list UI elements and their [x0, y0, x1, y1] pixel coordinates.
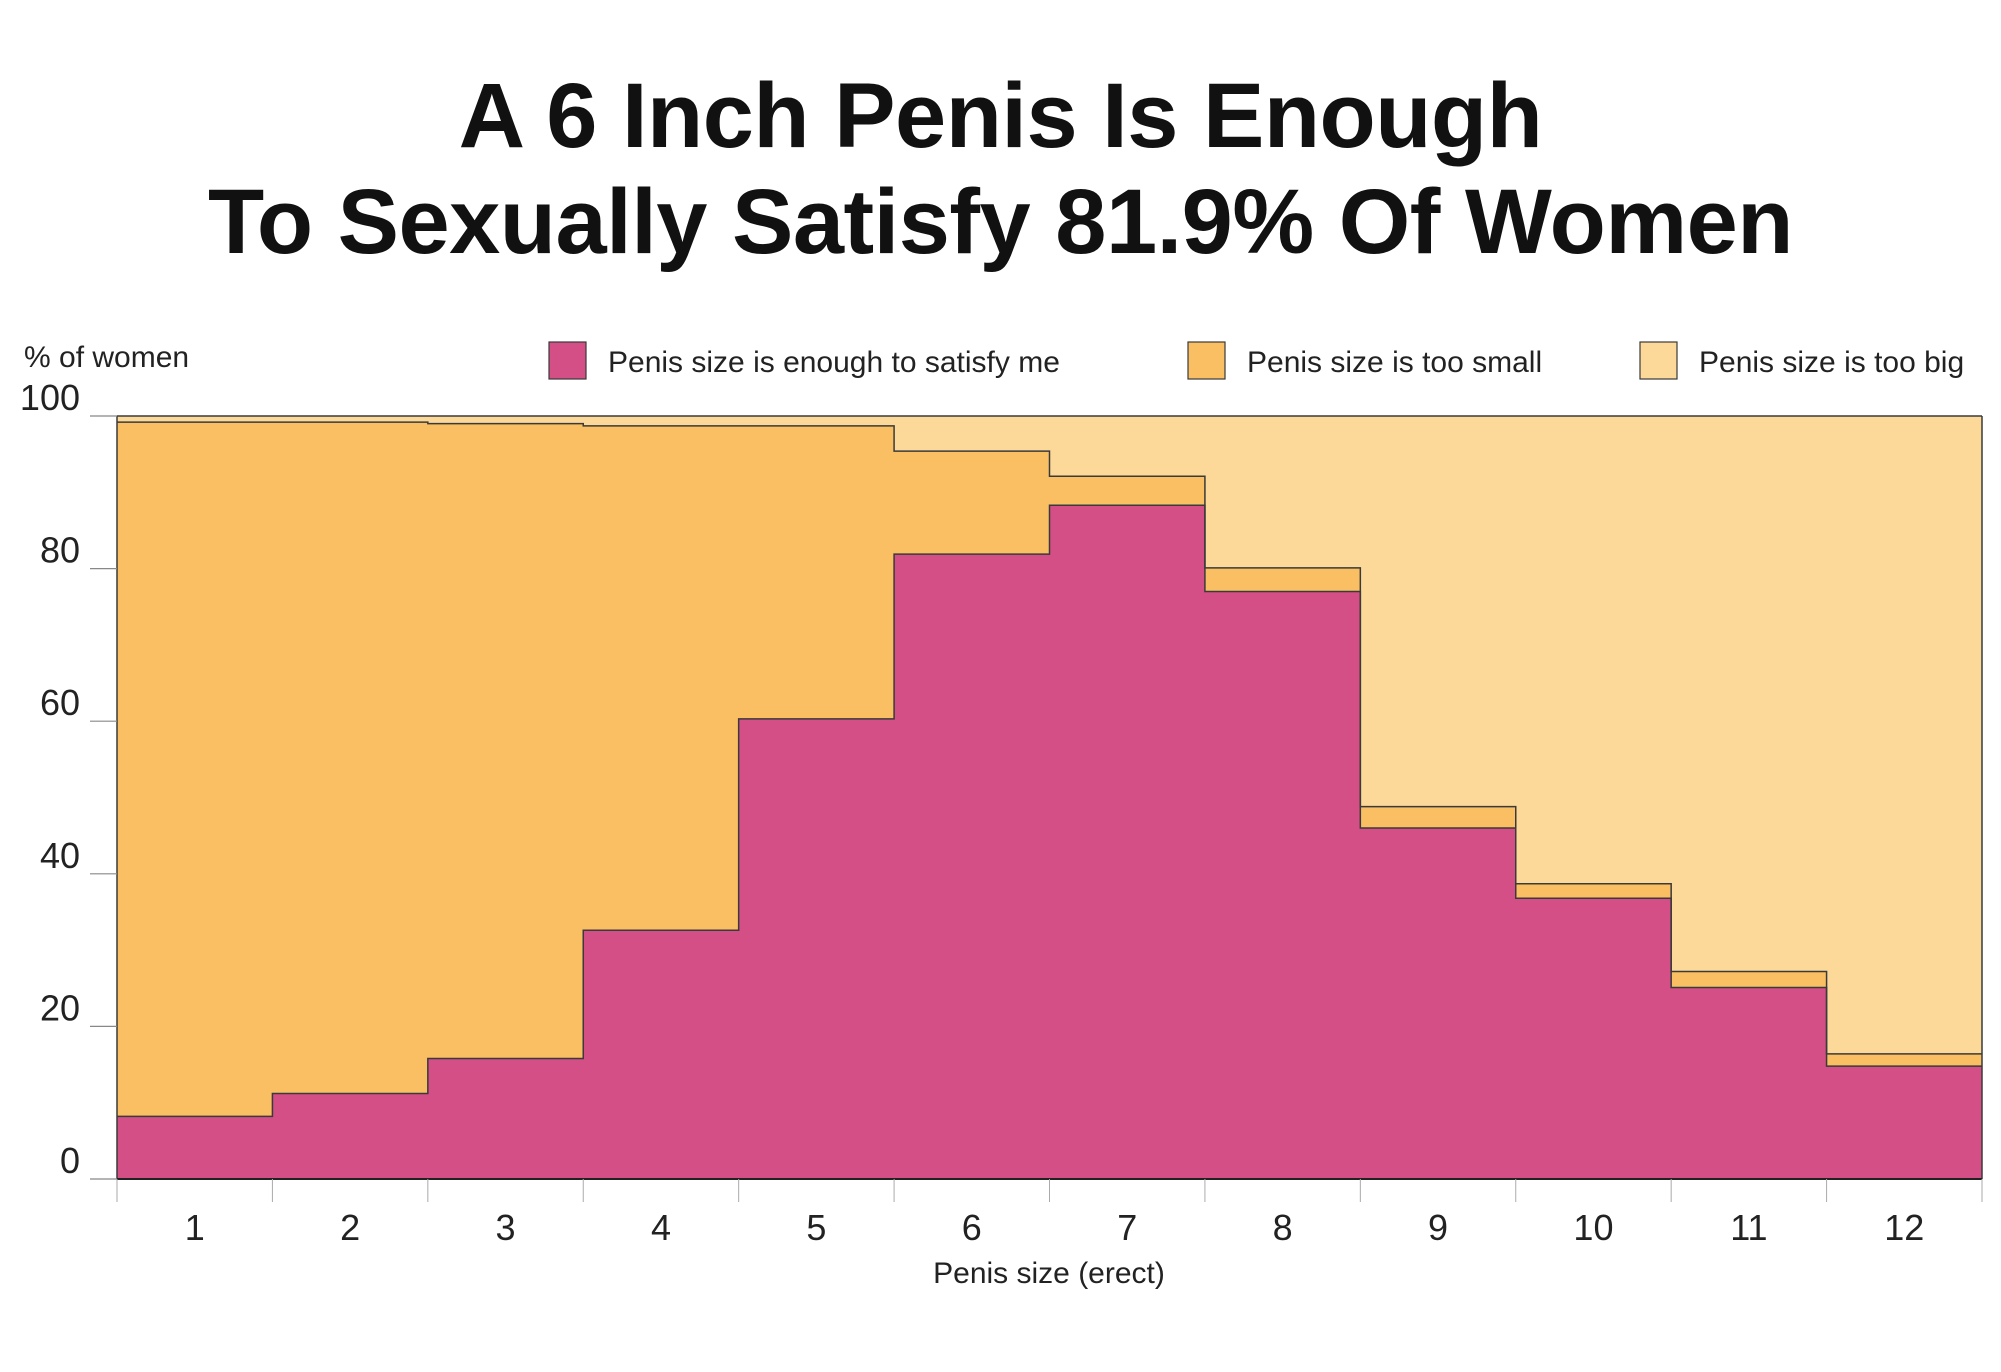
y-tick-label-20: 20: [40, 987, 80, 1028]
x-tick-label-1: 1: [185, 1207, 205, 1248]
legend-swatch-2: [1187, 341, 1226, 380]
y-tick-label-100: 100: [20, 377, 80, 418]
y-tick-label-60: 60: [40, 682, 80, 723]
legend-label-2: Penis size is too small: [1247, 346, 1542, 379]
chart-title-line-1: A 6 Inch Penis Is Enough: [458, 65, 1543, 167]
x-tick-label-3: 3: [496, 1207, 516, 1248]
chart-legend: Penis size is enough to satisfy me Penis …: [548, 341, 1964, 380]
x-tick-label-10: 10: [1573, 1207, 1613, 1248]
legend-label-1: Penis size is enough to satisfy me: [608, 346, 1060, 379]
legend-swatch-3: [1639, 341, 1678, 380]
legend-swatch-1: [548, 341, 587, 380]
x-tick-label-12: 12: [1884, 1207, 1924, 1248]
x-axis-label: Penis size (erect): [933, 1257, 1165, 1290]
series-boundary-line-2: [117, 421, 1982, 1055]
x-tick-label-6: 6: [962, 1207, 982, 1248]
x-tick-label-2: 2: [340, 1207, 360, 1248]
chart-title-line-2: To Sexually Satisfy 81.9% Of Women: [207, 171, 1794, 273]
legend-label-3: Penis size is too big: [1699, 346, 1964, 379]
x-tick-label-8: 8: [1273, 1207, 1293, 1248]
x-tick-label-11: 11: [1730, 1207, 1767, 1248]
y-tick-label-40: 40: [40, 835, 80, 876]
y-tick-label-0: 0: [60, 1140, 80, 1181]
y-tick-label-80: 80: [40, 530, 80, 571]
y-axis-label: % of women: [24, 341, 189, 374]
x-tick-label-9: 9: [1428, 1207, 1448, 1248]
x-tick-label-7: 7: [1117, 1207, 1137, 1248]
x-tick-label-5: 5: [806, 1207, 826, 1248]
chart-areas: [116, 415, 1983, 1179]
x-tick-label-4: 4: [651, 1207, 671, 1248]
